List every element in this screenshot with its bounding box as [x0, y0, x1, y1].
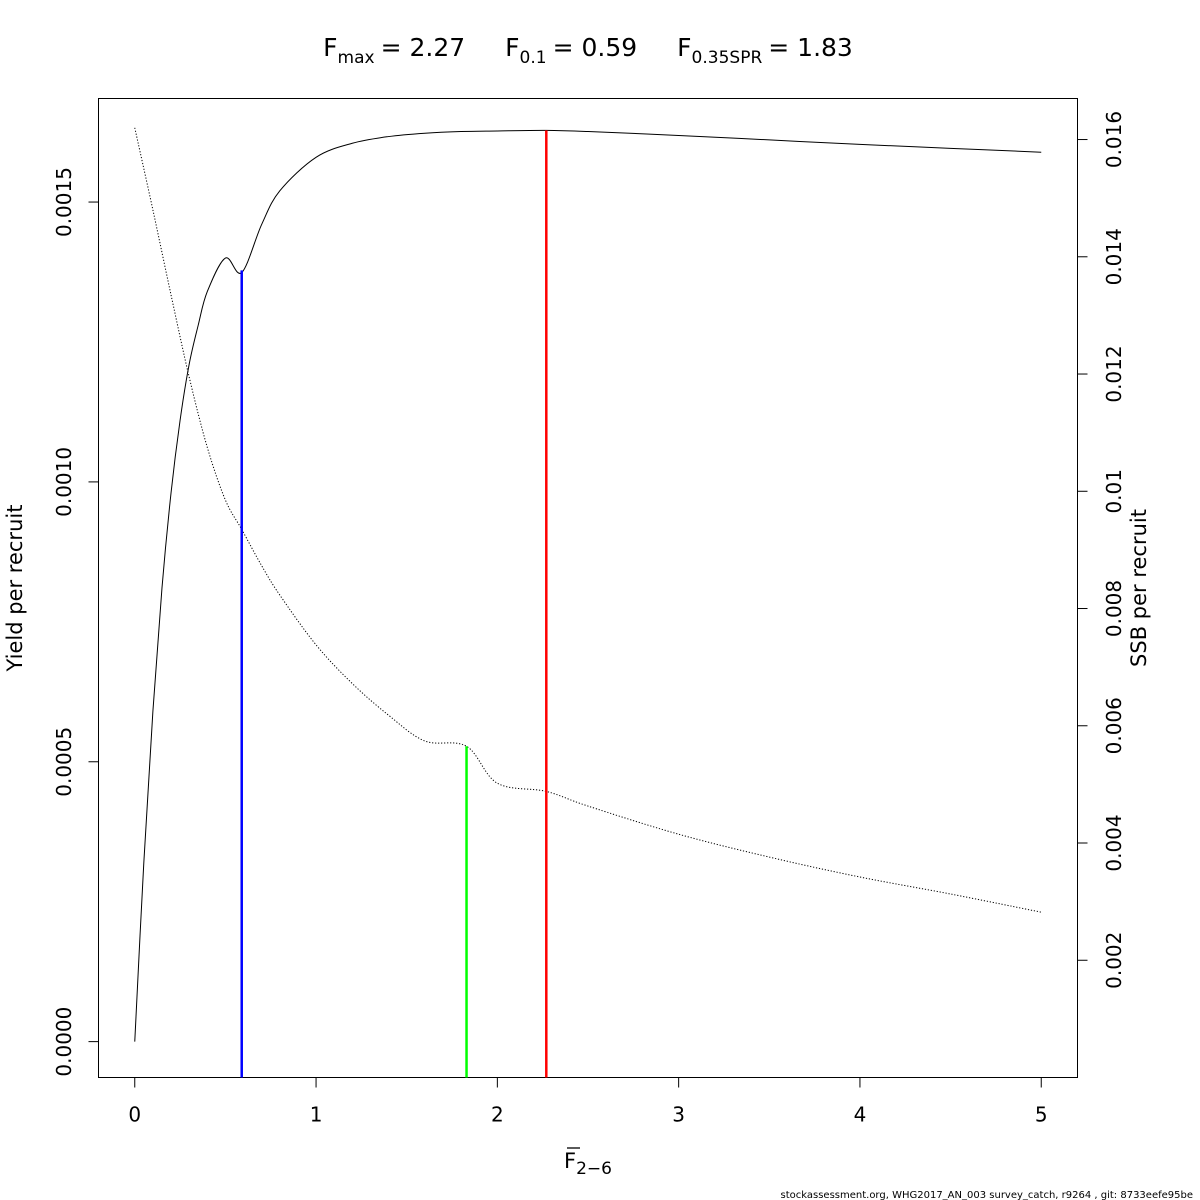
y-right-tick-label: 0.002: [1102, 932, 1126, 989]
ssb-per-recruit-curve: [134, 127, 1042, 913]
y-axis-label-right: SSB per recruit: [1127, 509, 1151, 667]
x-axis-symbol: F: [564, 1149, 576, 1173]
x-axis-label: F2−6: [564, 1149, 612, 1179]
x-tick-label: 5: [1035, 1103, 1048, 1127]
title-fspr-value: = 1.83: [768, 33, 853, 62]
title-fspr-symbol: F: [677, 33, 691, 62]
title-f01-sub: 0.1: [520, 48, 547, 68]
y-left-tick-label: 0.0015: [52, 167, 76, 237]
y-right-tick-label: 0.008: [1102, 580, 1126, 637]
title-f01-value: = 0.59: [553, 33, 638, 62]
y-left-tick-label: 0.0010: [52, 447, 76, 517]
y-right-tick-label: 0.012: [1102, 345, 1126, 402]
y-right-tick-label: 0.006: [1102, 697, 1126, 754]
x-tick-label: 0: [128, 1103, 141, 1127]
x-axis-sub: 2−6: [576, 1159, 612, 1179]
title-f01-symbol: F: [505, 33, 519, 62]
y-right-tick-label: 0.016: [1102, 111, 1126, 168]
y-right-tick-label: 0.004: [1102, 814, 1126, 871]
x-tick-label: 1: [310, 1103, 323, 1127]
title-fmax-symbol: F: [323, 33, 337, 62]
y-left-tick-label: 0.0005: [52, 727, 76, 797]
yield-per-recruit-curve: [134, 129, 1042, 1042]
x-tick-label: 4: [854, 1103, 867, 1127]
x-tick-label: 2: [491, 1103, 504, 1127]
chart-title: Fmax = 2.27 F0.1 = 0.59 F0.35SPR = 1.83: [323, 33, 853, 68]
title-fmax-sub: max: [338, 48, 375, 68]
y-right-tick-label: 0.014: [1102, 228, 1126, 285]
title-fspr-sub: 0.35SPR: [692, 48, 763, 68]
x-tick-label: 3: [672, 1103, 685, 1127]
footer-credit: stockassessment.org, WHG2017_AN_003 surv…: [781, 1190, 1194, 1200]
y-left-tick-label: 0.0000: [52, 1007, 76, 1077]
plot-frame: [98, 98, 1078, 1078]
y-right-tick-label: 0.01: [1102, 469, 1126, 514]
y-axis-label-left: Yield per recruit: [3, 505, 27, 673]
title-fmax-value: = 2.27: [381, 33, 466, 62]
